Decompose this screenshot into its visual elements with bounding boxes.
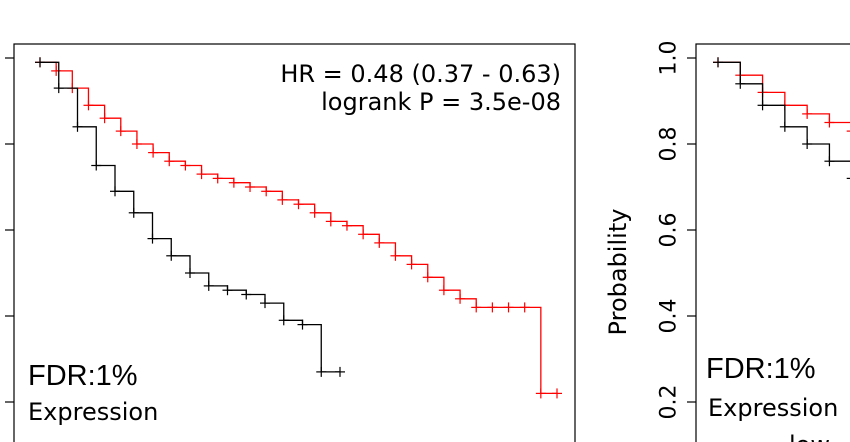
censor-mark bbox=[261, 186, 272, 197]
censor-mark bbox=[487, 302, 498, 313]
censor-mark bbox=[222, 285, 233, 296]
censor-mark bbox=[503, 302, 514, 313]
right-legend-title: Expression bbox=[708, 394, 838, 422]
censor-mark bbox=[735, 78, 746, 89]
censor-mark bbox=[390, 250, 401, 261]
censor-mark bbox=[278, 315, 289, 326]
censor-mark bbox=[241, 289, 252, 300]
censor-mark bbox=[166, 250, 177, 261]
censor-mark bbox=[358, 229, 369, 240]
left-curves bbox=[35, 57, 562, 399]
censor-mark bbox=[335, 366, 345, 377]
logrank-annotation: logrank P = 3.5e-08 bbox=[321, 88, 561, 116]
y-tick-label: 0.2 bbox=[657, 385, 682, 420]
censor-mark bbox=[757, 100, 768, 111]
survival-curve bbox=[718, 61, 850, 162]
right-plot-frame bbox=[695, 43, 850, 442]
censor-mark bbox=[115, 126, 126, 137]
left-fdr-label: FDR:1% bbox=[28, 360, 138, 392]
censor-mark bbox=[164, 156, 175, 167]
left-legend-title: Expression bbox=[28, 398, 158, 426]
hr-annotation: HR = 0.48 (0.37 - 0.63) bbox=[280, 60, 561, 88]
censor-mark bbox=[128, 207, 139, 218]
y-tick-label: 1.0 bbox=[657, 41, 682, 76]
censor-mark bbox=[260, 298, 270, 309]
censor-mark bbox=[148, 147, 159, 158]
censor-mark bbox=[185, 268, 195, 278]
left-plot-frame bbox=[13, 43, 576, 442]
censor-mark bbox=[196, 169, 207, 180]
censor-mark bbox=[245, 182, 256, 192]
censor-mark bbox=[293, 199, 304, 210]
censor-mark bbox=[846, 130, 850, 132]
censor-mark bbox=[824, 156, 835, 167]
censor-mark bbox=[131, 139, 142, 149]
censor-mark bbox=[779, 121, 790, 132]
censor-mark bbox=[325, 216, 336, 227]
censor-mark bbox=[91, 160, 102, 171]
censor-mark bbox=[802, 139, 813, 149]
censor-mark bbox=[552, 388, 562, 399]
censor-mark bbox=[316, 366, 327, 377]
censor-mark bbox=[99, 113, 110, 124]
censor-mark bbox=[824, 117, 835, 128]
censor-mark bbox=[147, 233, 158, 244]
censor-mark bbox=[519, 302, 530, 313]
y-tick-label: 0.8 bbox=[657, 127, 682, 162]
censor-mark bbox=[228, 177, 239, 188]
censor-mark bbox=[406, 259, 417, 270]
censor-mark bbox=[35, 57, 45, 68]
censor-mark bbox=[535, 388, 546, 399]
censor-mark bbox=[212, 173, 223, 184]
right-y-axis: 0.2 0.4 0.6 0.8 1.0 bbox=[657, 41, 696, 420]
censor-mark bbox=[180, 160, 191, 171]
right-curves bbox=[713, 57, 850, 179]
right-panel: 0.2 0.4 0.6 0.8 1.0 Probability FDR:1% Expre… bbox=[604, 41, 850, 442]
right-y-axis-label: Probability bbox=[604, 209, 632, 336]
right-fdr-label: FDR:1% bbox=[706, 353, 816, 385]
left-y-axis bbox=[5, 57, 14, 403]
censor-mark bbox=[277, 194, 288, 205]
censor-mark bbox=[438, 285, 449, 296]
y-tick-label: 0.4 bbox=[657, 299, 682, 334]
censor-mark bbox=[341, 220, 352, 231]
y-tick-label: 0.6 bbox=[657, 213, 682, 248]
survival-curve bbox=[40, 61, 340, 373]
censor-mark bbox=[846, 177, 850, 179]
right-legend-item-low: low bbox=[789, 431, 830, 442]
censor-mark bbox=[83, 100, 94, 111]
censor-mark bbox=[51, 65, 62, 76]
censor-mark bbox=[72, 121, 83, 132]
censor-mark bbox=[713, 57, 723, 68]
censor-mark bbox=[203, 280, 214, 291]
censor-mark bbox=[309, 207, 320, 218]
censor-mark bbox=[110, 186, 120, 197]
censor-mark bbox=[297, 319, 308, 330]
left-panel: HR = 0.48 (0.37 - 0.63) logrank P = 3.5e… bbox=[5, 43, 576, 442]
survival-curve bbox=[718, 61, 850, 124]
censor-mark bbox=[471, 302, 482, 313]
censor-mark bbox=[455, 293, 466, 304]
censor-mark bbox=[53, 83, 64, 94]
censor-mark bbox=[374, 237, 385, 248]
censor-mark bbox=[422, 272, 433, 283]
censor-mark bbox=[802, 108, 813, 119]
